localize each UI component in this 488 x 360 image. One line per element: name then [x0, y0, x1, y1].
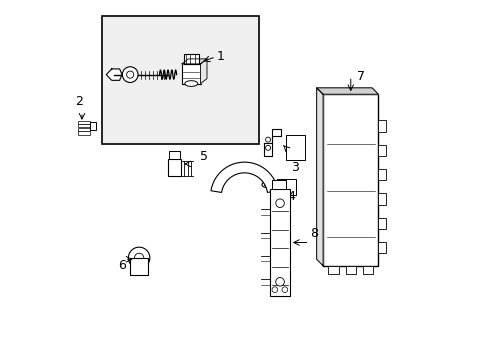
Ellipse shape — [262, 182, 271, 188]
Text: 3: 3 — [290, 161, 298, 174]
Ellipse shape — [184, 81, 197, 86]
Bar — [130, 258, 148, 275]
Text: 6: 6 — [118, 259, 125, 272]
Circle shape — [126, 71, 134, 78]
Bar — [90, 122, 96, 130]
Circle shape — [134, 253, 143, 262]
Ellipse shape — [264, 183, 268, 186]
Bar — [182, 64, 200, 84]
Bar — [78, 121, 90, 124]
Polygon shape — [316, 88, 378, 94]
Bar — [378, 120, 385, 132]
Circle shape — [265, 137, 270, 142]
Text: 5: 5 — [200, 150, 207, 163]
Polygon shape — [182, 59, 206, 64]
Circle shape — [275, 199, 284, 207]
Polygon shape — [106, 69, 122, 80]
Text: 7: 7 — [356, 70, 364, 83]
Bar — [183, 54, 198, 64]
Polygon shape — [316, 88, 323, 266]
Circle shape — [271, 287, 277, 293]
Bar — [169, 151, 180, 158]
Bar — [378, 145, 385, 156]
Polygon shape — [264, 129, 281, 156]
Bar — [345, 266, 356, 274]
Circle shape — [122, 67, 138, 82]
Bar — [378, 193, 385, 204]
Bar — [78, 128, 90, 131]
Bar — [378, 217, 385, 229]
Bar — [276, 179, 296, 195]
Bar — [102, 16, 258, 144]
Bar — [328, 266, 339, 274]
Text: 4: 4 — [287, 190, 295, 203]
Bar — [270, 189, 289, 296]
Bar — [78, 124, 90, 127]
Bar — [271, 180, 285, 189]
Circle shape — [128, 247, 149, 269]
Text: 8: 8 — [310, 227, 318, 240]
Bar — [167, 158, 181, 176]
Polygon shape — [210, 162, 278, 193]
Polygon shape — [200, 59, 206, 84]
Circle shape — [275, 278, 284, 286]
Circle shape — [282, 287, 287, 293]
Text: 2: 2 — [75, 95, 82, 108]
Bar — [285, 135, 305, 159]
Bar — [323, 94, 378, 266]
Text: 1: 1 — [217, 50, 224, 63]
Bar — [78, 131, 90, 135]
Bar — [362, 266, 373, 274]
Bar — [378, 169, 385, 180]
Circle shape — [265, 145, 270, 150]
Bar — [378, 242, 385, 253]
